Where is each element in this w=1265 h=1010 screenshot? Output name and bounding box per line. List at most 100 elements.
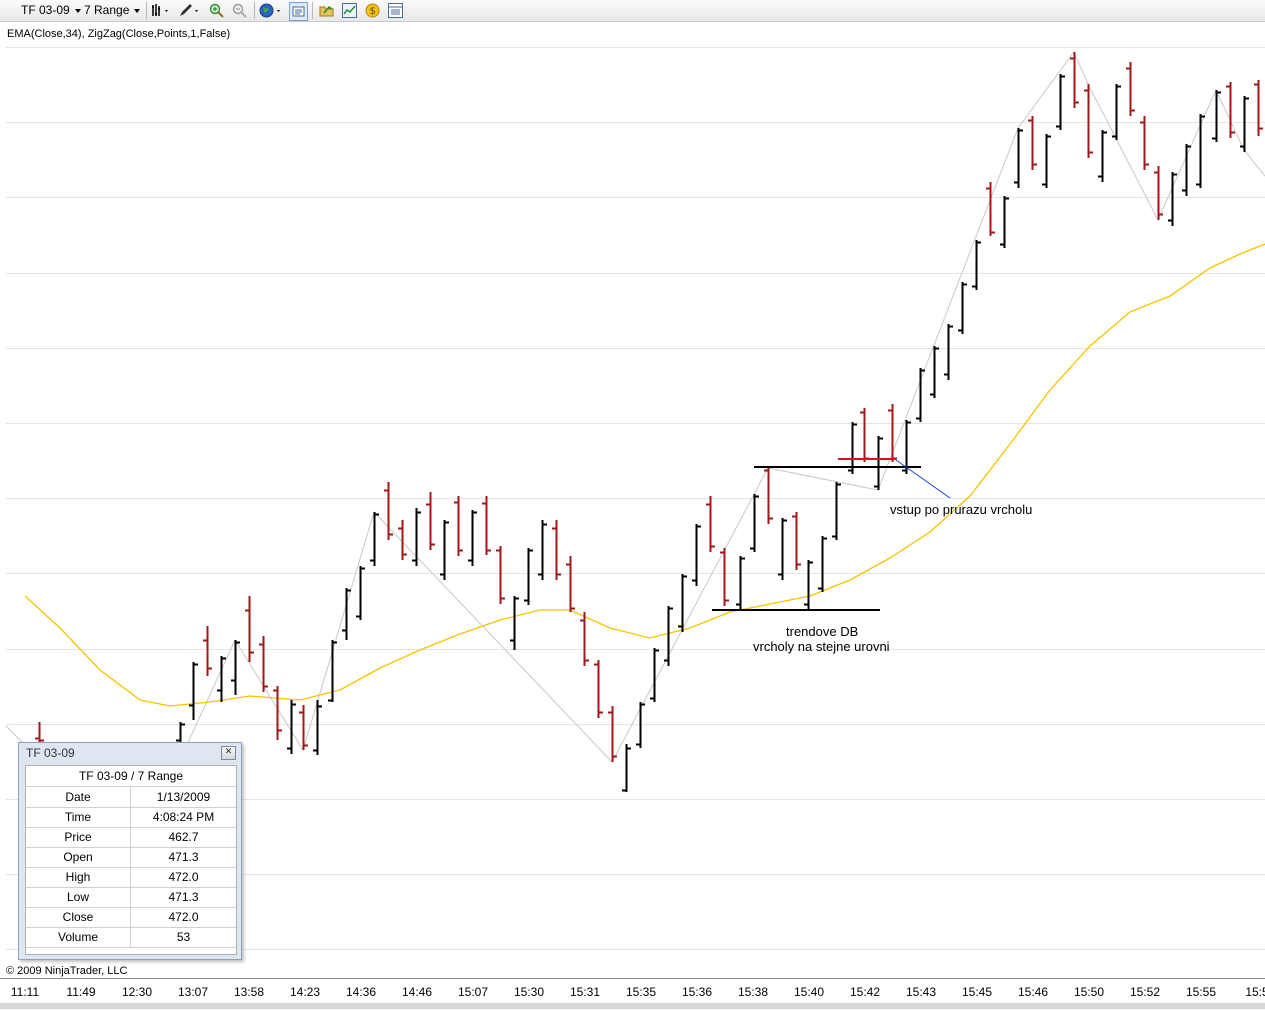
time-tick-label: 15:35 [625, 985, 657, 999]
row-key: Volume [26, 927, 131, 947]
entry-annotation[interactable]: vstup po prurazu vrcholu [890, 502, 1033, 517]
up-bar [778, 518, 787, 580]
time-tick-label: 15:5 [1245, 985, 1265, 999]
chart-toolbar: TF 03-09 7 Range $ [0, 0, 1265, 22]
chart-properties-icon[interactable] [289, 2, 308, 21]
time-tick-label: 15:55 [1185, 985, 1217, 999]
down-bar [1084, 84, 1093, 158]
down-bar [594, 660, 603, 718]
row-value: 472.0 [168, 910, 199, 924]
table-row: High 472.0 [26, 867, 236, 888]
row-value: 53 [176, 930, 191, 944]
indicator-icon[interactable] [342, 3, 357, 18]
zoom-in-icon[interactable] [209, 3, 224, 18]
up-bar [1240, 96, 1249, 152]
up-bar [1056, 74, 1065, 130]
up-bar [356, 566, 365, 620]
up-bar [1182, 144, 1191, 196]
down-bar [566, 556, 575, 612]
down-bar [720, 548, 729, 606]
down-bar [398, 520, 407, 560]
time-tick-label: 15:31 [569, 985, 601, 999]
up-bar [538, 520, 547, 580]
time-tick-label: 15:38 [737, 985, 769, 999]
double-bottom-annotation-line1[interactable]: trendove DB [786, 624, 859, 639]
down-bar [860, 408, 869, 462]
down-bar [1254, 80, 1263, 136]
drawing-objects[interactable] [712, 458, 951, 611]
up-bar [412, 508, 421, 566]
ema-indicator [24, 243, 1265, 707]
period-selector[interactable]: 7 Range [84, 0, 141, 21]
time-tick-label: 11:49 [66, 985, 96, 999]
up-bar [440, 520, 449, 580]
up-bar [313, 700, 322, 755]
up-bar [370, 512, 379, 566]
up-bar [958, 282, 967, 334]
up-bar [930, 346, 939, 398]
instrument-selector[interactable]: TF 03-09 [21, 0, 81, 21]
price-bars [35, 52, 1263, 792]
copyright-text: © 2009 NinjaTrader, LLC [6, 965, 128, 977]
zigzag-indicator [5, 51, 1265, 763]
time-tick-label: 15:42 [849, 985, 881, 999]
up-bar [1042, 134, 1051, 188]
row-key: Low [26, 887, 131, 907]
up-bar [804, 560, 813, 610]
bar-type-icon[interactable] [151, 3, 168, 18]
globe-icon[interactable] [259, 3, 280, 18]
down-bar [1126, 62, 1135, 116]
down-bar [203, 626, 212, 676]
up-bar [1168, 172, 1177, 226]
time-tick-label: 15:36 [681, 985, 713, 999]
period-label: 7 Range [84, 3, 130, 17]
down-bar [552, 520, 561, 580]
data-box-title: TF 03-09 [26, 746, 75, 760]
row-key: Price [26, 827, 131, 847]
data-box-window[interactable]: TF 03-09 ✕ TF 03-09 / 7 Range Date 1/13/2… [18, 742, 242, 960]
draw-pencil-icon[interactable] [178, 3, 198, 18]
time-tick-label: 13:07 [177, 985, 209, 999]
up-bar [1212, 90, 1221, 142]
down-bar [1070, 52, 1079, 108]
down-bar [454, 496, 463, 556]
strategy-icon[interactable]: $ [365, 3, 380, 18]
down-bar [496, 546, 505, 604]
time-tick-label: 14:23 [289, 985, 321, 999]
zoom-out-icon[interactable] [232, 3, 247, 18]
up-bar [231, 640, 240, 695]
double-bottom-annotation-line2[interactable]: vrcholy na stejne urovni [753, 639, 890, 654]
data-box-icon[interactable] [388, 3, 403, 18]
down-bar [608, 706, 617, 762]
up-bar [1000, 196, 1009, 248]
up-bar [874, 436, 883, 490]
table-row: Volume 53 [26, 927, 236, 948]
time-tick-label: 12:30 [121, 985, 153, 999]
up-bar [328, 640, 337, 702]
data-box-header: TF 03-09 / 7 Range [26, 766, 236, 787]
up-bar [692, 524, 701, 586]
down-bar [1226, 82, 1235, 138]
instrument-label: TF 03-09 [21, 3, 70, 17]
up-bar [189, 662, 198, 720]
up-bar [622, 744, 631, 792]
time-tick-label: 15:50 [1073, 985, 1105, 999]
folder-open-icon[interactable] [319, 3, 334, 18]
up-bar [342, 588, 351, 640]
down-bar [426, 492, 435, 550]
close-icon[interactable]: ✕ [221, 746, 236, 760]
up-bar [818, 536, 827, 592]
horizontal-scrollbar[interactable] [0, 1003, 1265, 1009]
down-bar [482, 496, 491, 555]
time-tick-label: 13:58 [233, 985, 265, 999]
down-bar [888, 404, 897, 462]
up-bar [832, 482, 841, 540]
up-bar [736, 556, 745, 610]
up-bar [664, 606, 673, 666]
time-axis[interactable] [0, 978, 1265, 1010]
time-tick-label: 15:30 [513, 985, 545, 999]
up-bar [916, 368, 925, 422]
down-bar [299, 705, 308, 750]
up-bar [1196, 114, 1205, 188]
zigzag-line [5, 51, 1265, 763]
